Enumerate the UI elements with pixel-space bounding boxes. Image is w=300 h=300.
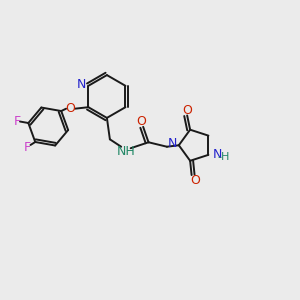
Text: O: O <box>182 103 192 117</box>
Text: N: N <box>77 78 86 92</box>
Text: -H: -H <box>218 152 230 162</box>
Text: F: F <box>14 115 21 128</box>
Text: O: O <box>137 115 147 128</box>
Text: O: O <box>66 102 76 115</box>
Text: N: N <box>213 148 223 161</box>
Text: NH: NH <box>117 145 136 158</box>
Text: F: F <box>23 141 31 154</box>
Text: O: O <box>190 174 200 187</box>
Text: N: N <box>168 137 178 150</box>
